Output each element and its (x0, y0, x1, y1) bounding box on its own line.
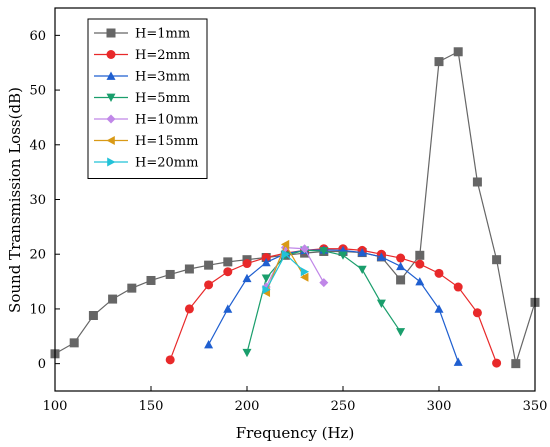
legend-item-h-2mm: H=2mm (94, 48, 190, 63)
legend-marker (106, 71, 116, 80)
x-axis-title: Frequency (Hz) (236, 424, 355, 442)
data-point-h-5mm (338, 251, 348, 260)
x-tick-label: 350 (523, 399, 548, 414)
data-point-h-2mm (434, 268, 444, 278)
data-point-h-15mm (300, 272, 309, 282)
data-point-h-1mm (88, 310, 98, 320)
y-tick-label: 60 (29, 29, 46, 44)
x-tick-label: 150 (139, 399, 164, 414)
y-tick-label: 40 (29, 138, 46, 153)
data-point-h-1mm (184, 264, 194, 274)
data-point-h-20mm (262, 285, 271, 295)
data-point-h-20mm (281, 249, 290, 259)
y-tick-label: 20 (29, 248, 46, 263)
data-point-h-5mm (319, 247, 329, 256)
legend-marker (106, 114, 116, 124)
legend-marker (106, 136, 115, 145)
data-point-h-2mm (261, 252, 271, 262)
data-point-h-20mm (300, 267, 310, 277)
data-point-h-1mm (223, 257, 233, 267)
legend-label: H=1mm (135, 27, 190, 42)
data-point-h-10mm (300, 244, 310, 254)
data-point-h-3mm (434, 304, 444, 313)
data-point-h-3mm (453, 357, 463, 366)
data-point-h-2mm (492, 358, 502, 368)
series-line-h-3mm (208, 249, 459, 363)
data-point-h-1mm (108, 294, 118, 304)
legend-marker (106, 28, 116, 38)
data-point-h-1mm (127, 283, 137, 293)
data-point-h-5mm (376, 299, 386, 308)
data-point-h-1mm (453, 47, 463, 57)
legend: H=1mm H=2mm H=3mm H=5mm H=10mm H=15mm H=20mm (87, 18, 208, 179)
data-point-h-1mm (146, 275, 156, 285)
x-tick-label: 250 (331, 399, 356, 414)
x-tick-label: 300 (427, 399, 452, 414)
legend-item-h-10mm: H=10mm (94, 113, 198, 128)
data-point-h-1mm (204, 260, 214, 270)
data-point-h-1mm (511, 359, 521, 369)
data-point-h-3mm (415, 277, 425, 286)
data-point-h-3mm (376, 252, 386, 261)
legend-item-h-20mm: H=20mm (94, 156, 198, 171)
legend-marker (106, 50, 116, 59)
data-point-h-1mm (396, 275, 406, 285)
data-point-h-2mm (242, 259, 252, 269)
data-point-h-2mm (223, 267, 233, 277)
data-point-h-2mm (184, 304, 194, 314)
data-point-h-3mm (396, 261, 406, 271)
legend-box (87, 18, 208, 179)
data-point-h-3mm (357, 248, 367, 257)
legend-label: H=5mm (135, 91, 190, 106)
legend-label: H=2mm (135, 48, 190, 63)
y-tick-label: 0 (38, 357, 46, 372)
x-tick-label: 100 (43, 399, 68, 414)
data-point-h-2mm (415, 259, 425, 269)
legend-item-h-1mm: H=1mm (94, 27, 190, 42)
data-point-h-2mm (453, 282, 463, 292)
data-point-h-3mm (223, 304, 233, 313)
legend-label: H=20mm (135, 156, 198, 171)
data-point-h-1mm (492, 255, 502, 265)
data-point-h-1mm (165, 269, 175, 279)
series-h-2mm (165, 244, 502, 368)
data-point-h-3mm (204, 339, 214, 349)
data-point-h-3mm (242, 273, 252, 283)
data-point-h-2mm (472, 308, 482, 318)
data-point-h-5mm (261, 274, 271, 283)
axes-layer: 100 150 200 250 300 350 0 10 20 30 40 50 60 (29, 29, 547, 414)
legend-marker (107, 157, 116, 167)
legend-item-h-15mm: H=15mm (94, 134, 198, 149)
legend-label: H=3mm (135, 70, 190, 85)
legend-label: H=15mm (135, 134, 198, 149)
data-point-h-2mm (204, 280, 214, 290)
data-point-h-1mm (415, 250, 425, 260)
legend-item-h-3mm: H=3mm (94, 70, 190, 85)
data-point-h-5mm (396, 328, 406, 337)
data-point-h-1mm (472, 177, 482, 187)
series-line-h-2mm (169, 248, 498, 364)
data-point-h-2mm (396, 253, 406, 263)
y-axis-title: Sound Transmission Loss(dB) (6, 87, 24, 313)
data-point-h-1mm (69, 338, 79, 348)
data-point-h-15mm (280, 239, 290, 249)
series-h-20mm (262, 249, 310, 295)
y-tick-label: 10 (29, 302, 46, 317)
data-point-h-2mm (165, 355, 175, 365)
legend-label: H=10mm (135, 113, 198, 128)
data-point-h-10mm (319, 278, 329, 288)
data-point-h-5mm (357, 265, 367, 275)
y-tick-label: 30 (29, 193, 46, 208)
legend-marker (106, 93, 116, 102)
y-tick-label: 50 (29, 84, 46, 99)
data-point-h-1mm (434, 57, 444, 67)
legend-item-h-5mm: H=5mm (94, 91, 190, 106)
marks-layer (50, 47, 540, 369)
data-point-h-5mm (242, 348, 252, 358)
data-point-h-3mm (261, 257, 271, 267)
x-tick-label: 200 (235, 399, 260, 414)
